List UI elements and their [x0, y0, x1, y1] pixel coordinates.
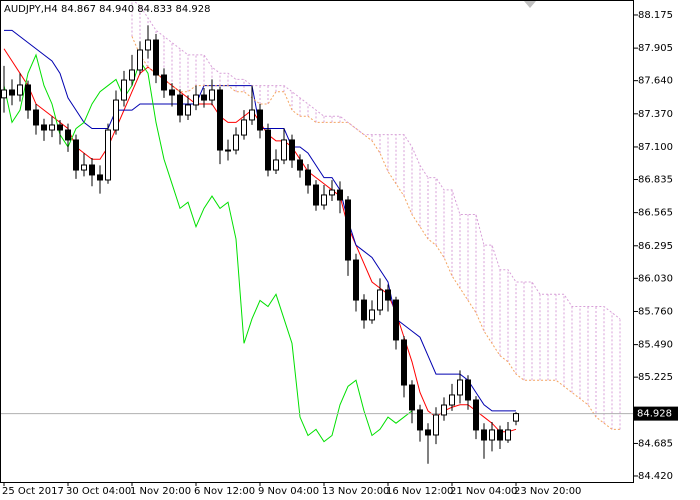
candle-body [441, 404, 447, 416]
candle-body [249, 109, 255, 121]
candle-body [361, 299, 367, 321]
plot-area [0, 0, 634, 464]
y-tick-label: 88.175 [638, 10, 673, 21]
y-tick-label: 86.565 [638, 208, 673, 219]
candle-body [465, 379, 471, 401]
candle-body [337, 189, 343, 201]
candle-body [89, 164, 95, 176]
candle-body [417, 409, 423, 431]
candle-body [393, 299, 399, 341]
candle-body [233, 134, 239, 151]
y-tick-label: 86.835 [638, 174, 673, 185]
x-tick-label: 21 Nov 04:00 [450, 486, 517, 497]
candle-body [513, 413, 519, 422]
candle-body [97, 174, 103, 181]
candle-body [329, 189, 335, 196]
candle-body [457, 379, 463, 396]
y-tick-label: 87.370 [638, 109, 673, 120]
plot-frame [0, 0, 634, 483]
candle-body [201, 94, 207, 101]
x-tick-label: 1 Nov 20:00 [130, 486, 191, 497]
indicator-line [131, 0, 621, 320]
candle-body [145, 39, 151, 51]
candle-body [449, 394, 455, 406]
indicator-line [131, 36, 620, 430]
candle-body [433, 414, 439, 436]
candle-body [489, 429, 495, 441]
candle-body [57, 124, 63, 131]
candle-body [369, 309, 375, 321]
x-tick-label: 23 Nov 20:00 [514, 486, 581, 497]
indicator-line [3, 53, 413, 443]
candle-body [385, 289, 391, 301]
candle-body [345, 199, 351, 261]
candle-body [353, 259, 359, 301]
candle-body [313, 184, 319, 206]
y-tick-label: 87.640 [638, 76, 673, 87]
candle-body [265, 129, 271, 171]
candle-body [73, 139, 79, 171]
candle-body [1, 89, 7, 99]
candle-body [321, 194, 327, 206]
y-tick-label: 84.420 [638, 471, 673, 482]
candle-body [153, 39, 159, 76]
x-tick-label: 6 Nov 12:00 [194, 486, 255, 497]
y-tick-label: 86.295 [638, 241, 673, 252]
candle-body [297, 159, 303, 171]
y-tick-label: 86.030 [638, 273, 673, 284]
x-tick-label: 13 Nov 20:00 [322, 486, 389, 497]
candle-body [401, 339, 407, 386]
candle-body [505, 429, 511, 441]
candle-body [481, 429, 487, 441]
y-tick-label: 85.225 [638, 372, 673, 383]
candle-body [113, 99, 119, 131]
candle-body [33, 109, 39, 126]
candle-body [17, 84, 23, 96]
candle-body [177, 94, 183, 116]
x-tick-label: 9 Nov 04:00 [258, 486, 319, 497]
x-tick-label: 25 Oct 2017 [2, 486, 64, 497]
candle-body [129, 69, 135, 81]
chart-title: AUDJPY,H4 84.867 84.940 84.833 84.928 [4, 4, 210, 15]
x-tick-label: 16 Nov 12:00 [386, 486, 453, 497]
x-tick-label: 30 Oct 04:00 [66, 486, 131, 497]
candle-body [289, 139, 295, 161]
candle-body [209, 89, 215, 101]
candle-body [497, 429, 503, 441]
candle-body [41, 124, 47, 131]
y-tick-label: 85.760 [638, 306, 673, 317]
last-price-box [634, 406, 678, 421]
candle-body [473, 399, 479, 431]
candle-body [305, 169, 311, 186]
y-tick-label: 87.100 [638, 142, 673, 153]
candle-body [241, 119, 247, 136]
candle-body [9, 89, 15, 96]
y-tick-label: 85.490 [638, 340, 673, 351]
candle-body [193, 94, 199, 106]
candle-body [281, 139, 287, 161]
candle-body [49, 124, 55, 131]
candle-body [185, 104, 191, 116]
candle-body [377, 289, 383, 311]
candle-body [217, 89, 223, 151]
y-tick-label: 84.685 [638, 438, 673, 449]
candle-body [161, 74, 167, 91]
candle-body [105, 129, 111, 181]
last-price-label: 84.928 [637, 409, 672, 420]
candle-body [137, 49, 143, 71]
candle-body [409, 384, 415, 411]
y-tick-label: 87.905 [638, 43, 673, 54]
shift-marker [524, 1, 536, 8]
candle-body [169, 89, 175, 96]
candle-body [65, 129, 71, 141]
candle-body [121, 79, 127, 101]
candle-body [225, 149, 231, 152]
candle-body [425, 429, 431, 436]
candle-body [25, 84, 31, 111]
candle-body [257, 109, 263, 131]
candle-body [273, 159, 279, 171]
candle-body [81, 164, 87, 171]
